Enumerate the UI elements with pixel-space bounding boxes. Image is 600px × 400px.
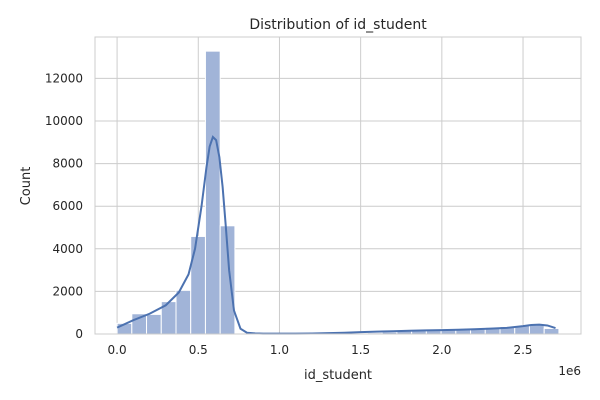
x-axis-label: id_student — [304, 368, 372, 383]
histogram-bar — [175, 289, 192, 335]
histogram-bars — [116, 50, 560, 335]
x-tick-label: 0.5 — [189, 343, 208, 357]
y-tick-labels: 0 2000 4000 6000 8000 10000 12000 — [45, 71, 83, 341]
y-tick-label: 10000 — [45, 114, 83, 128]
x-tick-label: 0.0 — [108, 343, 127, 357]
y-axis-label: Count — [19, 167, 34, 206]
grid-lines — [95, 37, 581, 335]
x-tick-label: 1.5 — [351, 343, 370, 357]
x-tick-label: 2.5 — [513, 343, 532, 357]
histogram-bar — [146, 313, 162, 335]
y-tick-label: 2000 — [52, 284, 83, 298]
y-tick-label: 12000 — [45, 71, 83, 85]
x-axis-offset-label: 1e6 — [558, 364, 581, 378]
y-tick-label: 4000 — [52, 242, 83, 256]
histogram-bar — [204, 50, 221, 335]
plot-frame — [94, 36, 582, 335]
histogram-bar — [190, 235, 206, 335]
x-tick-labels: 0.0 0.5 1.0 1.5 2.0 2.5 — [108, 343, 533, 357]
histogram-bar — [543, 327, 560, 335]
y-tick-label: 6000 — [52, 199, 83, 213]
y-tick-label: 0 — [75, 327, 83, 341]
y-tick-label: 8000 — [52, 157, 83, 171]
x-tick-label: 1.0 — [270, 343, 289, 357]
x-tick-label: 2.0 — [432, 343, 451, 357]
chart-title: Distribution of id_student — [249, 17, 427, 33]
histogram-bar — [528, 324, 545, 335]
